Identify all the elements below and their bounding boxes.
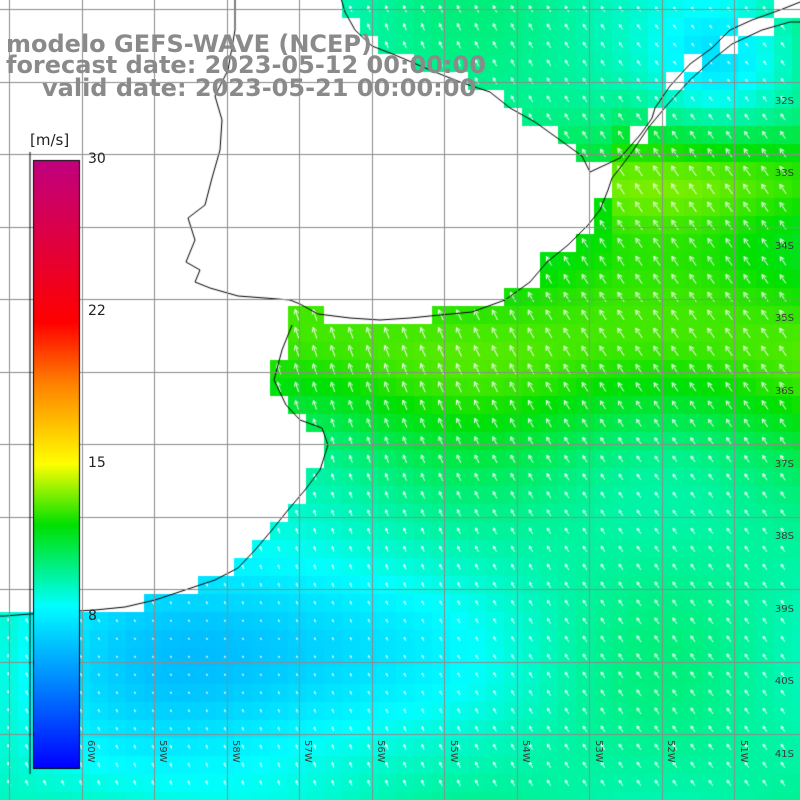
longitude-label: 51W	[738, 740, 749, 763]
longitude-label: 55W	[448, 740, 459, 763]
longitude-label: 53W	[593, 740, 604, 763]
colorbar-unit-label: [m/s]	[30, 131, 70, 149]
latitude-label: 33S	[774, 168, 794, 179]
latitude-label: 40S	[774, 676, 794, 687]
longitude-label: 60W	[85, 740, 96, 763]
longitude-label: 58W	[230, 740, 241, 763]
longitude-label: 59W	[157, 740, 168, 763]
latitude-label: 38S	[774, 531, 794, 542]
colorbar-tick-label: 15	[88, 455, 106, 471]
longitude-label: 54W	[520, 740, 531, 763]
latitude-label: 32S	[774, 96, 794, 107]
latitude-label: 39S	[774, 604, 794, 615]
latitude-label: 37S	[774, 459, 794, 470]
latitude-label: 35S	[774, 313, 794, 324]
latitude-label: 34S	[774, 241, 794, 252]
longitude-label: 56W	[375, 740, 386, 763]
colorbar-tick-label: 22	[88, 303, 106, 319]
latitude-label: 36S	[774, 386, 794, 397]
colorbar-tick-label: 30	[88, 151, 106, 167]
valid-date-label: valid date: 2023-05-21 00:00:00	[42, 74, 477, 102]
colorbar-tick-label: 8	[88, 608, 97, 624]
longitude-label: 52W	[665, 740, 676, 763]
longitude-label: 57W	[302, 740, 313, 763]
forecast-date-label: forecast date: 2023-05-12 00:00:00	[6, 51, 486, 79]
model-title: modelo GEFS-WAVE (NCEP)	[6, 30, 372, 58]
latitude-label: 41S	[774, 749, 794, 760]
